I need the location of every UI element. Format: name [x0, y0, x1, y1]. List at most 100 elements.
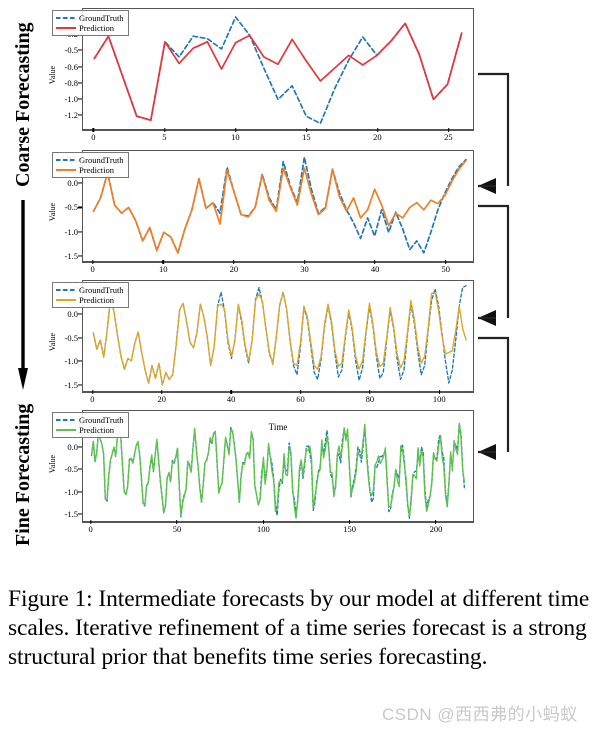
legend-row-groundtruth: GroundTruth	[56, 155, 124, 165]
figure-caption: Figure 1: Intermediate forecasts by our …	[8, 586, 590, 670]
legend-label-groundtruth: GroundTruth	[79, 414, 124, 425]
xtick-label: 60	[296, 394, 305, 404]
scale-annotation-column: Coarse Forecasting Fine Forecasting	[0, 0, 46, 560]
panel-1-legend: GroundTruth Prediction	[52, 10, 129, 36]
ytick-label: -1.2	[64, 110, 78, 121]
csdn-watermark: CSDN @西西弗的小蚂蚁	[382, 705, 578, 724]
xtick-label: 40	[226, 394, 236, 404]
xtick-label: 50	[172, 524, 182, 534]
ytick-label: -0.5	[64, 332, 78, 343]
ytick-label: -1.0	[64, 486, 78, 497]
legend-label-groundtruth: GroundTruth	[79, 12, 124, 23]
legend-label-prediction: Prediction	[79, 424, 114, 435]
panel-4-xlabel: Time	[268, 422, 288, 432]
fine-forecasting-label: Fine Forecasting	[12, 403, 34, 547]
coarse-forecasting-label: Coarse Forecasting	[12, 22, 34, 188]
ytick-label: 0.0	[67, 441, 78, 452]
xtick-label: 40	[370, 264, 380, 274]
downward-arrow-icon	[18, 200, 28, 390]
ytick-label: -1.5	[64, 508, 78, 519]
panel-4-xaxis: 0 50 100 150 200	[82, 522, 474, 536]
panel-2-plot	[82, 150, 474, 262]
xtick-label: 0	[90, 264, 95, 274]
panel-1-xaxis-line	[82, 130, 474, 132]
solid-line-icon	[56, 428, 76, 431]
solid-line-icon	[56, 26, 76, 29]
xtick-label: 30	[300, 264, 309, 274]
panel-1-xaxis: 0 5 10 15 20 25	[82, 130, 474, 144]
series-groundtruth	[92, 284, 467, 386]
dashed-line-icon	[56, 418, 76, 421]
series-prediction	[92, 159, 467, 254]
legend-row-groundtruth: GroundTruth	[56, 285, 124, 295]
ytick-label: -0.5	[64, 45, 78, 56]
panel-3-xaxis-line	[82, 392, 474, 394]
xtick-label: 0	[91, 132, 96, 142]
forecast-panel-4: Value 0.50.0-0.5-1.0-1.5 GroundTruth Pre…	[46, 408, 478, 558]
legend-row-groundtruth: GroundTruth	[56, 415, 124, 425]
legend-row-prediction: Prediction	[56, 425, 124, 435]
panel-4-legend: GroundTruth Prediction	[52, 412, 129, 438]
ytick-label: -1.0	[64, 356, 78, 367]
xtick-label: 20	[229, 264, 239, 274]
ytick-label: -1.0	[64, 94, 78, 105]
xtick-label: 10	[231, 132, 240, 142]
xtick-label: 5	[162, 132, 167, 142]
xtick-label: 80	[365, 394, 375, 404]
xtick-label: 10	[158, 264, 168, 274]
xtick-label: 150	[343, 524, 357, 534]
xtick-label: 0	[90, 394, 95, 404]
legend-row-prediction: Prediction	[56, 295, 124, 305]
ytick-label: -1.0	[64, 226, 78, 237]
panel-4-xaxis-line	[82, 522, 474, 524]
xtick-label: 15	[302, 132, 311, 142]
series-prediction	[93, 22, 463, 122]
series-groundtruth	[93, 16, 463, 125]
legend-label-groundtruth: GroundTruth	[79, 154, 124, 165]
panel-2-xaxis: 0 10 20 30 40 50	[82, 262, 474, 276]
xtick-label: 20	[157, 394, 167, 404]
legend-row-groundtruth: GroundTruth	[56, 13, 124, 23]
panel-connector-arrows	[478, 72, 510, 460]
ytick-label: -1.5	[64, 379, 78, 390]
panel-3-legend: GroundTruth Prediction	[52, 282, 129, 308]
series-prediction	[92, 291, 467, 386]
ytick-label: -0.5	[64, 202, 78, 213]
ytick-label: -0.6	[64, 61, 78, 72]
panel-3-plot	[82, 280, 474, 392]
series-groundtruth	[92, 156, 467, 254]
xtick-label: 200	[429, 524, 443, 534]
xtick-label: 100	[432, 394, 446, 404]
series-prediction	[90, 422, 466, 520]
legend-label-groundtruth: GroundTruth	[79, 284, 124, 295]
ytick-label: -1.5	[64, 251, 78, 262]
forecast-panel-2: Value 0.50.0-0.5-1.0-1.5 GroundTruth Pre…	[46, 148, 478, 276]
legend-label-prediction: Prediction	[79, 294, 114, 305]
panel-1-plot	[82, 8, 474, 130]
xtick-label: 0	[88, 524, 93, 534]
solid-line-icon	[56, 298, 76, 301]
panel-2-legend: GroundTruth Prediction	[52, 152, 129, 178]
solid-line-icon	[56, 168, 76, 171]
xtick-label: 50	[441, 264, 450, 274]
dashed-line-icon	[56, 288, 76, 291]
xtick-label: 25	[444, 132, 453, 142]
ytick-label: -0.8	[64, 77, 78, 88]
dashed-line-icon	[56, 16, 76, 19]
xtick-label: 100	[256, 524, 270, 534]
ytick-label: 0.0	[67, 178, 78, 189]
forecast-panel-1: Value 0.0-0.2-0.5-0.6-0.8-1.0-1.2 Ground…	[46, 6, 478, 144]
ytick-label: 0.0	[67, 309, 78, 320]
legend-row-prediction: Prediction	[56, 165, 124, 175]
forecast-panel-3: Value 0.50.0-0.5-1.0-1.5 GroundTruth Pre…	[46, 278, 478, 406]
dashed-line-icon	[56, 158, 76, 161]
panel-3-xaxis: 0 20 40 60 80 100	[82, 392, 474, 406]
panel-2-xaxis-line	[82, 262, 474, 264]
legend-label-prediction: Prediction	[79, 164, 114, 175]
ytick-label: -0.5	[64, 464, 78, 475]
legend-label-prediction: Prediction	[79, 22, 114, 33]
legend-row-prediction: Prediction	[56, 23, 124, 33]
panel-4-plot	[82, 410, 474, 522]
xtick-label: 20	[373, 132, 382, 142]
